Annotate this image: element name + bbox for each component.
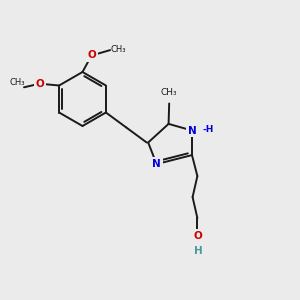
Text: H: H — [194, 246, 202, 256]
Text: O: O — [35, 79, 44, 89]
Text: O: O — [193, 231, 202, 241]
Text: CH₃: CH₃ — [10, 78, 25, 87]
Text: -H: -H — [202, 124, 214, 134]
Text: N: N — [188, 125, 196, 136]
Text: CH₃: CH₃ — [111, 45, 126, 54]
Text: N: N — [152, 159, 161, 169]
Text: CH₃: CH₃ — [161, 88, 178, 97]
Text: O: O — [87, 50, 96, 61]
